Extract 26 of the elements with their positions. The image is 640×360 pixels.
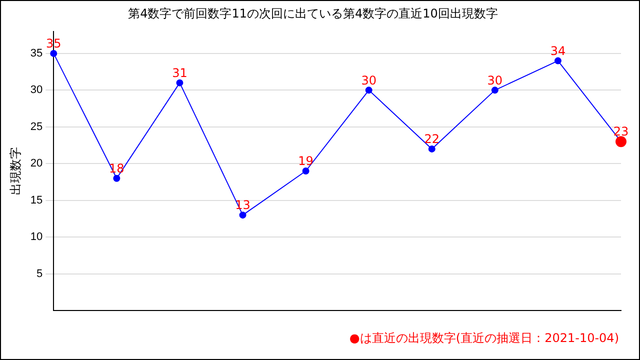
- point: [365, 86, 372, 94]
- point: [239, 212, 246, 219]
- y-tick-label: 25: [30, 120, 43, 133]
- data-label: 30: [487, 73, 503, 88]
- data-label: 19: [298, 154, 314, 168]
- point: [176, 79, 184, 86]
- chart-title: 第4数字で前回数字11の次回に出ている第4数字の直近10回出現数字: [128, 6, 498, 20]
- y-tick-label: 30: [30, 84, 43, 96]
- data-label: 31: [172, 66, 188, 80]
- y-tick-label: 35: [30, 47, 43, 60]
- point: [491, 86, 498, 94]
- point: [302, 168, 310, 174]
- text: ●は直近の出現数字(直近の抽選日：2021-10-04): [349, 330, 619, 347]
- point: [113, 174, 120, 182]
- data-label: 22: [424, 132, 440, 146]
- point: [50, 50, 58, 57]
- y-tick-label: 10: [30, 231, 43, 244]
- y-axis-title: 出現数字: [8, 147, 23, 195]
- point: [428, 145, 436, 152]
- data-label: 30: [361, 73, 376, 88]
- y-tick-label: 20: [30, 158, 43, 170]
- y-tick-label: 15: [30, 194, 43, 206]
- data-label: 34: [550, 44, 566, 58]
- y-tick-label: 5: [36, 268, 43, 280]
- point: [554, 57, 562, 64]
- data-label: 23: [613, 124, 629, 139]
